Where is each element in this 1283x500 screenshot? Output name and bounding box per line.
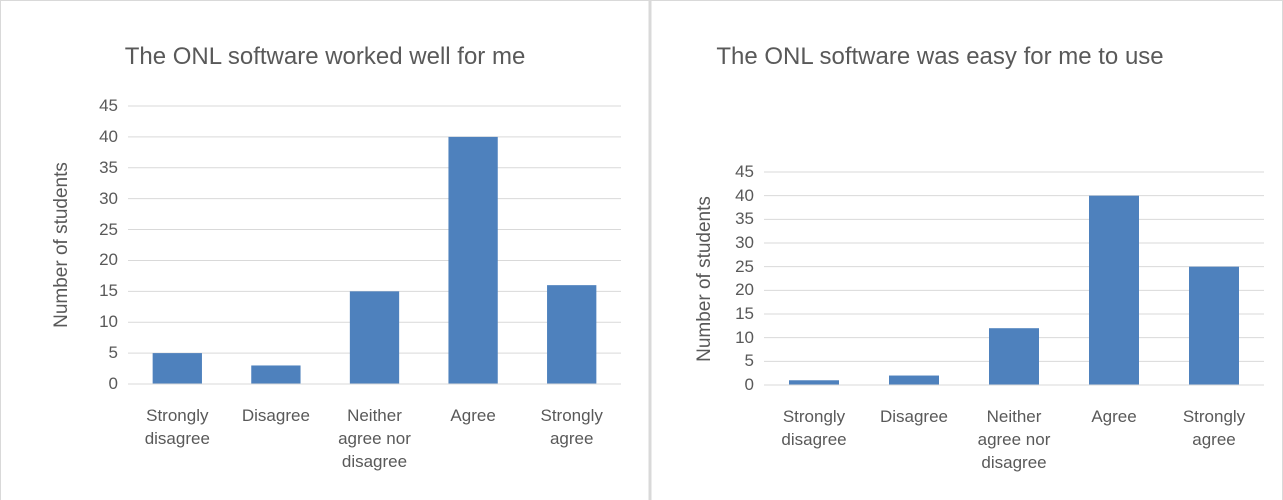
bar — [448, 136, 498, 384]
y-tick-label: 20 — [735, 280, 754, 300]
y-tick-label: 10 — [735, 327, 754, 347]
bar — [349, 291, 400, 384]
x-tick-label: Strongly disagree — [144, 406, 210, 448]
x-tick-label: Strongly disagree — [781, 407, 847, 449]
chart-title: The ONL software worked well for me — [124, 43, 526, 70]
y-tick-label: 10 — [99, 312, 118, 332]
x-tick-label: Disagree — [241, 406, 310, 425]
bar — [547, 285, 597, 384]
y-tick-label: 5 — [108, 343, 118, 363]
x-tick-label: Disagree — [879, 407, 949, 426]
x-tick-label: Agree — [450, 406, 496, 425]
y-tick-label: 45 — [99, 96, 118, 115]
y-axis-label: Number of students — [51, 162, 72, 328]
x-tick-label: Neither agree nor disagree — [338, 406, 411, 471]
x-tick-label: Agree — [1091, 407, 1137, 426]
bar — [152, 353, 202, 384]
bar — [1089, 195, 1139, 385]
y-tick-label: 0 — [744, 375, 754, 394]
y-tick-label: 40 — [735, 185, 754, 205]
x-tick-label: Strongly agree — [1182, 407, 1246, 449]
y-tick-label: 45 — [735, 162, 754, 181]
y-tick-label: 35 — [735, 209, 754, 229]
y-tick-label: 35 — [99, 157, 118, 177]
bar — [989, 328, 1039, 385]
y-tick-label: 25 — [99, 219, 118, 239]
y-axis-label: Number of students — [694, 195, 715, 362]
bar — [789, 380, 839, 385]
x-tick-label: Strongly agree — [540, 406, 603, 448]
y-tick-label: 5 — [744, 351, 754, 371]
bar — [889, 375, 939, 385]
bar — [251, 365, 301, 384]
x-tick-label: Neither agree nor disagree — [977, 407, 1051, 472]
y-tick-label: 30 — [99, 188, 118, 208]
y-tick-label: 40 — [99, 126, 118, 146]
y-tick-label: 15 — [735, 304, 754, 323]
y-tick-label: 20 — [99, 250, 118, 270]
y-tick-label: 15 — [99, 281, 118, 301]
y-tick-label: 30 — [735, 233, 754, 252]
chart-title: The ONL software was easy for me to use — [716, 43, 1164, 70]
bar — [1189, 266, 1239, 385]
y-tick-label: 0 — [108, 374, 118, 393]
y-tick-label: 25 — [735, 256, 754, 276]
